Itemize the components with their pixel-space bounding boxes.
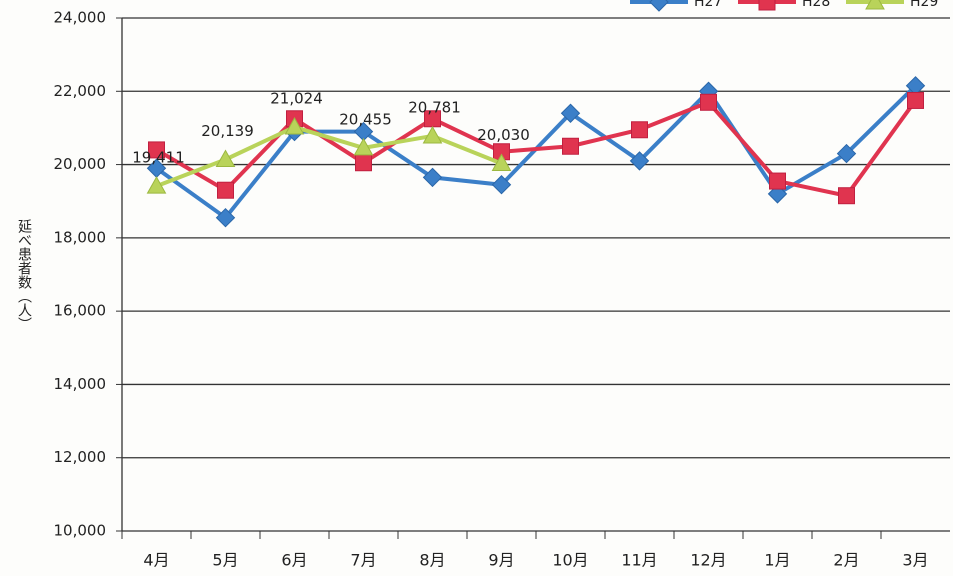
marker <box>284 117 305 135</box>
marker <box>838 187 855 205</box>
marker <box>562 137 579 155</box>
marker <box>422 125 443 144</box>
x-tick-label: 12月 <box>690 551 726 570</box>
y-tick-label: 10,000 <box>54 522 107 540</box>
x-tick-label: 5月 <box>212 551 238 570</box>
legend-label: H27 <box>694 0 722 10</box>
y-tick-label: 24,000 <box>54 9 107 27</box>
marker <box>215 207 236 228</box>
x-tick-label: 3月 <box>902 551 928 570</box>
data-label: 21,024 <box>270 90 323 108</box>
data-label: 20,139 <box>201 122 254 140</box>
x-tick-label: 8月 <box>419 551 445 570</box>
y-tick-label: 20,000 <box>54 155 107 173</box>
marker <box>215 149 236 167</box>
y-axis-label: 延べ患者数（人） <box>16 219 32 331</box>
marker <box>353 137 374 156</box>
marker <box>631 121 648 139</box>
x-tick-label: 9月 <box>488 551 514 570</box>
marker <box>649 0 669 12</box>
marker <box>491 153 512 171</box>
marker <box>491 175 512 195</box>
y-tick-label: 16,000 <box>54 302 107 320</box>
y-tick-label: 22,000 <box>54 82 107 100</box>
x-tick-label: 10月 <box>552 551 588 570</box>
y-tick-label: 18,000 <box>54 228 107 246</box>
data-label: 19,411 <box>132 149 185 167</box>
y-tick-label: 14,000 <box>54 375 107 393</box>
marker <box>560 103 581 123</box>
x-tick-label: 6月 <box>281 551 307 570</box>
y-tick-label: 12,000 <box>54 448 107 466</box>
x-tick-label: 11月 <box>621 551 657 570</box>
marker <box>355 154 372 172</box>
x-tick-label: 4月 <box>143 551 169 570</box>
marker <box>629 151 650 171</box>
x-tick-label: 7月 <box>350 551 376 570</box>
series-line <box>155 124 503 189</box>
marker <box>836 143 857 164</box>
marker <box>700 93 717 111</box>
x-tick-label: 1月 <box>764 551 790 570</box>
marker <box>146 176 167 194</box>
data-label: 20,455 <box>339 110 392 128</box>
marker <box>907 91 924 109</box>
legend-label: H29 <box>910 0 938 10</box>
data-label: 20,030 <box>477 126 530 144</box>
data-label: 20,781 <box>408 98 461 116</box>
marker <box>422 167 443 188</box>
marker <box>758 0 776 11</box>
x-tick-label: 2月 <box>833 551 859 570</box>
marker <box>148 141 165 159</box>
legend-label: H28 <box>802 0 830 10</box>
marker <box>217 181 234 199</box>
marker <box>865 0 885 10</box>
marker <box>769 172 786 190</box>
